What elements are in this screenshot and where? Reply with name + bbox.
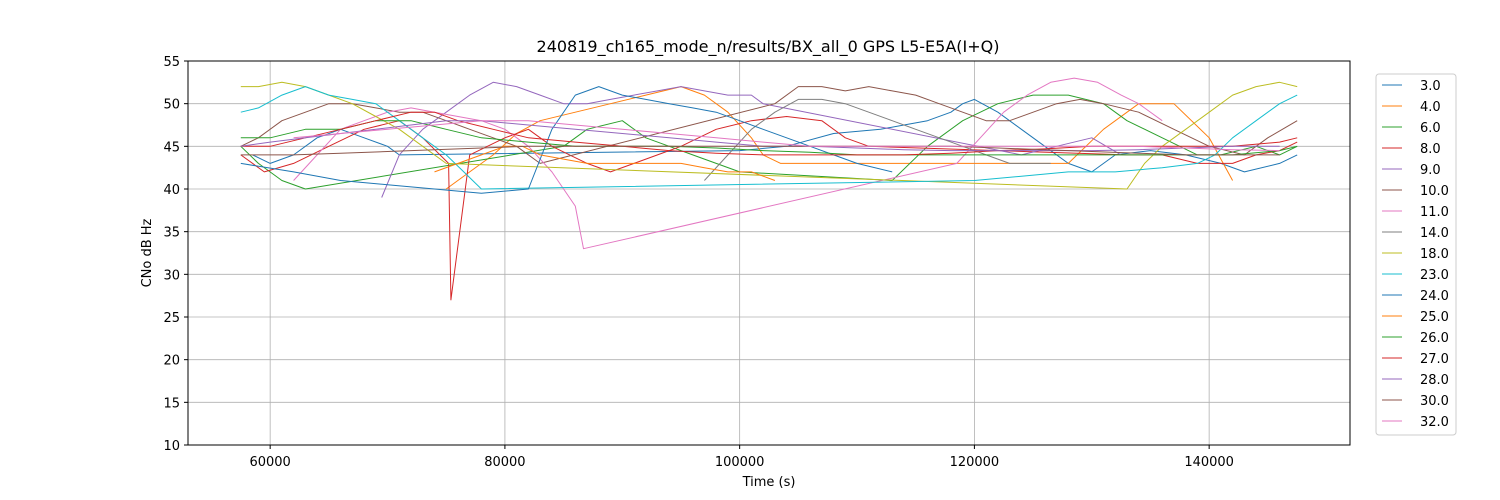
legend-label: 26.0 bbox=[1420, 331, 1449, 346]
legend-label: 11.0 bbox=[1420, 205, 1449, 220]
y-tick-label: 40 bbox=[163, 183, 180, 198]
legend-label: 30.0 bbox=[1420, 394, 1449, 409]
legend-box bbox=[1375, 73, 1457, 436]
legend: 3.0 4.0 6.0 8.0 9.0 10.0 11.0 14.0 18.0 23.0 24.0 2… bbox=[1375, 73, 1457, 436]
series-line-28.0 bbox=[240, 120, 1280, 152]
y-tick-label: 45 bbox=[163, 140, 180, 155]
series-line-11.0 bbox=[293, 77, 1163, 250]
y-tick-label: 35 bbox=[163, 226, 180, 241]
legend-label: 25.0 bbox=[1420, 310, 1449, 325]
series-line-9.0 bbox=[381, 81, 1122, 198]
x-tick-label: 120000 bbox=[950, 455, 1000, 470]
y-tick-label: 55 bbox=[163, 55, 180, 70]
y-tick-label: 50 bbox=[163, 98, 180, 113]
y-tick-label: 10 bbox=[163, 439, 180, 454]
y-tick-label: 25 bbox=[163, 311, 180, 326]
legend-label: 3.0 bbox=[1420, 79, 1441, 94]
series-line-10.0 bbox=[240, 86, 1298, 164]
x-tick-label: 60000 bbox=[249, 455, 290, 470]
x-tick-label: 80000 bbox=[484, 455, 525, 470]
legend-label: 27.0 bbox=[1420, 352, 1449, 367]
x-tick-label: 140000 bbox=[1184, 455, 1234, 470]
legend-label: 9.0 bbox=[1420, 163, 1441, 178]
y-tick-label: 20 bbox=[163, 354, 180, 369]
chart-title: 240819_ch165_mode_n/results/BX_all_0 GPS… bbox=[537, 37, 1000, 57]
legend-label: 28.0 bbox=[1420, 373, 1449, 388]
series-line-30.0 bbox=[240, 145, 1280, 156]
y-axis-label: CNo dB Hz bbox=[140, 218, 155, 287]
series-line-6.0 bbox=[240, 94, 1298, 190]
series-line-24.0 bbox=[240, 86, 893, 194]
legend-label: 18.0 bbox=[1420, 247, 1449, 262]
legend-label: 23.0 bbox=[1420, 268, 1449, 283]
legend-label: 8.0 bbox=[1420, 142, 1441, 157]
legend-label: 4.0 bbox=[1420, 100, 1441, 115]
series-line-14.0 bbox=[704, 98, 1051, 181]
x-tick-label: 100000 bbox=[715, 455, 765, 470]
series-line-25.0 bbox=[434, 145, 776, 181]
legend-label: 32.0 bbox=[1420, 415, 1449, 430]
series-line-4.0 bbox=[445, 86, 1234, 190]
plot-frame bbox=[187, 60, 1351, 446]
legend-label: 14.0 bbox=[1420, 226, 1449, 241]
y-tick-label: 30 bbox=[163, 268, 180, 283]
series-line-3.0 bbox=[252, 98, 1298, 173]
legend-label: 24.0 bbox=[1420, 289, 1449, 304]
series-line-26.0 bbox=[240, 120, 1298, 156]
legend-label: 6.0 bbox=[1420, 121, 1441, 136]
legend-label: 10.0 bbox=[1420, 184, 1449, 199]
series-line-32.0 bbox=[293, 120, 1280, 152]
y-tick-label: 15 bbox=[163, 396, 180, 411]
series-lines bbox=[240, 77, 1298, 301]
x-axis-label: Time (s) bbox=[742, 475, 796, 490]
axis-ticks: 60000 80000 100000 120000 140000 10 15 20 25 30 35… bbox=[163, 55, 1234, 470]
